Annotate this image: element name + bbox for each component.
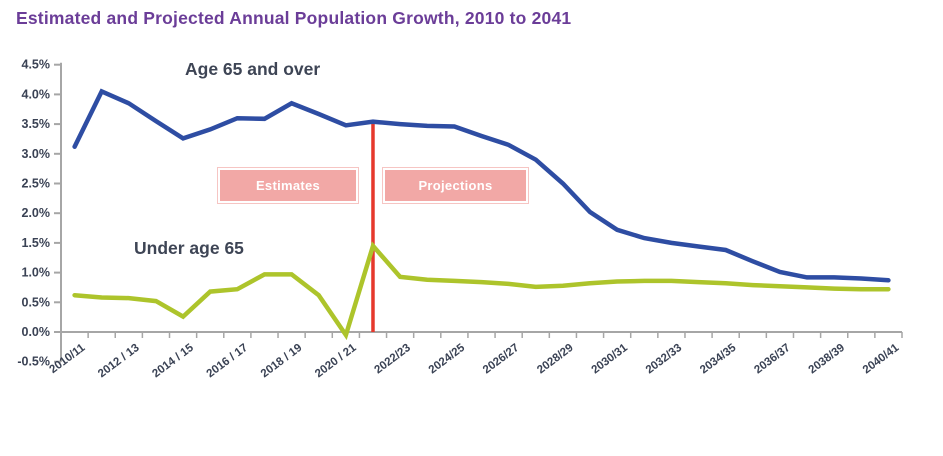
x-axis-tick-label: 2020 / 21 [313,341,359,380]
y-axis-tick-label: 1.0% [22,266,51,280]
projections-badge-label: Projections [418,178,493,193]
under-age-65-line [72,241,891,341]
estimates-badge: Estimates [217,167,359,204]
x-axis-tick-label: 2018 / 19 [259,342,305,380]
series-label-age-65-and-over: Age 65 and over [185,59,321,79]
estimates-badge-label: Estimates [255,178,321,193]
y-axis-tick-label: 3.5% [22,117,51,131]
y-axis-tick-label: 2.5% [22,177,51,191]
y-axis-tick-label: 2.0% [22,206,51,220]
age-65-and-over-line [72,88,891,283]
x-axis-tick-label: 2036/37 [752,342,792,377]
x-axis-tick-label: 2034/35 [698,341,739,376]
series-label-under-age-65: Under age 65 [134,238,244,258]
x-axis-tick-label: 2026/27 [481,342,521,377]
x-axis-tick-label: 2022/23 [372,342,412,377]
y-axis-tick-label: 4.5% [22,58,51,72]
y-axis-tick-label: 1.5% [22,236,51,250]
x-axis-tick-label: 2040/41 [861,341,902,376]
y-axis-tick-label: 0.5% [22,295,51,309]
x-axis-tick-label: 2032/33 [644,342,684,377]
x-axis-tick-label: 2038/39 [807,342,847,377]
x-axis-tick-label: 2010/11 [47,341,87,376]
y-axis-tick-label: 4.0% [22,87,51,101]
y-axis-tick-label: 3.0% [22,147,51,161]
x-axis-tick-label: 2024/25 [427,341,468,376]
x-axis-tick-label: 2030/31 [590,341,631,376]
x-axis-tick-label: 2016 / 17 [205,342,251,380]
x-axis-tick-label: 2012 / 13 [96,342,142,380]
projections-badge: Projections [382,167,529,204]
x-axis-tick-label: 2028/29 [535,342,575,377]
y-axis-tick-label: 0.0% [22,325,51,339]
x-axis-tick-label: 2014 / 15 [150,341,196,380]
chart-title: Estimated and Projected Annual Populatio… [16,8,572,28]
y-axis-tick-label: -0.5% [17,355,50,369]
